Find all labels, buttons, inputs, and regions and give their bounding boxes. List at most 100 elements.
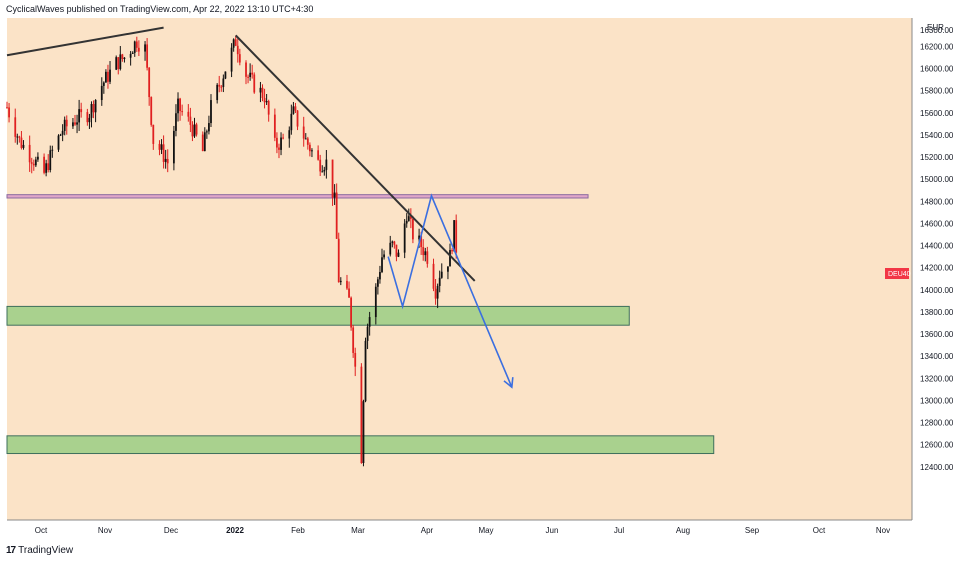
candle[interactable]	[273, 108, 276, 142]
candle[interactable]	[201, 131, 204, 152]
candle[interactable]	[282, 133, 285, 140]
candle[interactable]	[162, 135, 165, 169]
candle[interactable]	[290, 104, 293, 135]
candle[interactable]	[393, 240, 396, 249]
candle[interactable]	[379, 265, 381, 284]
candle[interactable]	[292, 101, 295, 115]
candle[interactable]	[34, 156, 37, 168]
candle[interactable]	[32, 159, 35, 171]
tradingview-logo-icon[interactable]: 17	[6, 545, 16, 556]
candle[interactable]	[276, 132, 278, 154]
candle[interactable]	[348, 281, 350, 298]
candle[interactable]	[222, 74, 225, 93]
candle[interactable]	[158, 140, 161, 156]
candle[interactable]	[177, 92, 179, 122]
candle[interactable]	[263, 88, 266, 109]
candle[interactable]	[224, 71, 227, 80]
candle[interactable]	[405, 213, 408, 228]
candle[interactable]	[28, 135, 31, 172]
candle[interactable]	[189, 107, 192, 133]
candle[interactable]	[78, 99, 81, 131]
candle[interactable]	[323, 166, 326, 176]
candle[interactable]	[339, 277, 342, 286]
candle[interactable]	[94, 99, 97, 123]
candle[interactable]	[205, 129, 208, 139]
candle[interactable]	[150, 96, 153, 127]
candle[interactable]	[451, 248, 453, 255]
candle[interactable]	[426, 246, 429, 268]
candle[interactable]	[397, 249, 400, 258]
candle[interactable]	[90, 101, 93, 128]
candle[interactable]	[434, 279, 437, 305]
candle[interactable]	[412, 215, 414, 244]
candle[interactable]	[208, 115, 210, 135]
candle[interactable]	[234, 35, 237, 47]
candle[interactable]	[346, 274, 348, 290]
candle[interactable]	[92, 100, 95, 119]
trendline-down-trend[interactable]	[234, 34, 476, 282]
candle[interactable]	[403, 219, 406, 259]
candle[interactable]	[152, 124, 155, 150]
candle[interactable]	[220, 84, 223, 92]
candle[interactable]	[294, 102, 297, 114]
candle[interactable]	[317, 145, 320, 161]
candle[interactable]	[86, 108, 89, 126]
zone-support-upper[interactable]	[6, 305, 630, 326]
candle[interactable]	[20, 130, 23, 150]
candle[interactable]	[447, 266, 449, 280]
candle[interactable]	[236, 38, 239, 63]
candle[interactable]	[321, 165, 324, 173]
candle[interactable]	[164, 149, 167, 169]
candle[interactable]	[238, 48, 241, 66]
candle[interactable]	[230, 43, 233, 78]
candle[interactable]	[123, 57, 126, 63]
candle[interactable]	[259, 81, 262, 103]
candle[interactable]	[74, 114, 76, 126]
candle[interactable]	[107, 64, 109, 89]
candle[interactable]	[438, 270, 441, 293]
candle[interactable]	[119, 46, 122, 71]
candle[interactable]	[304, 133, 307, 140]
candle[interactable]	[216, 83, 219, 104]
candle[interactable]	[261, 84, 264, 102]
candle[interactable]	[175, 104, 177, 137]
candle[interactable]	[440, 263, 443, 279]
candle[interactable]	[61, 124, 64, 142]
candle[interactable]	[179, 97, 181, 121]
candle[interactable]	[43, 153, 45, 175]
candle[interactable]	[65, 115, 68, 135]
candle[interactable]	[253, 72, 256, 94]
candle[interactable]	[22, 140, 25, 150]
candle[interactable]	[37, 152, 39, 162]
candle[interactable]	[30, 157, 33, 174]
candle[interactable]	[352, 324, 355, 358]
candle[interactable]	[354, 347, 357, 377]
candle[interactable]	[88, 113, 91, 129]
candle[interactable]	[137, 40, 140, 57]
candle[interactable]	[424, 247, 427, 262]
candle[interactable]	[109, 61, 111, 85]
candle[interactable]	[57, 134, 60, 152]
candle[interactable]	[267, 99, 270, 122]
candle[interactable]	[436, 283, 439, 309]
candle[interactable]	[308, 142, 311, 157]
candle[interactable]	[311, 148, 313, 158]
candle[interactable]	[117, 56, 120, 75]
candle[interactable]	[389, 235, 392, 257]
candle[interactable]	[210, 94, 212, 128]
candle[interactable]	[453, 219, 456, 252]
candle[interactable]	[129, 51, 132, 66]
zone-resistance[interactable]	[6, 194, 589, 199]
candle[interactable]	[280, 132, 282, 156]
candle[interactable]	[18, 135, 21, 143]
candle[interactable]	[368, 311, 371, 336]
candle[interactable]	[350, 296, 352, 331]
candle[interactable]	[383, 250, 385, 260]
candle[interactable]	[72, 118, 74, 129]
candle[interactable]	[360, 363, 363, 464]
candle[interactable]	[331, 159, 334, 206]
candle[interactable]	[376, 276, 379, 295]
candle[interactable]	[407, 208, 410, 222]
candle[interactable]	[335, 183, 338, 239]
candle[interactable]	[166, 149, 169, 173]
